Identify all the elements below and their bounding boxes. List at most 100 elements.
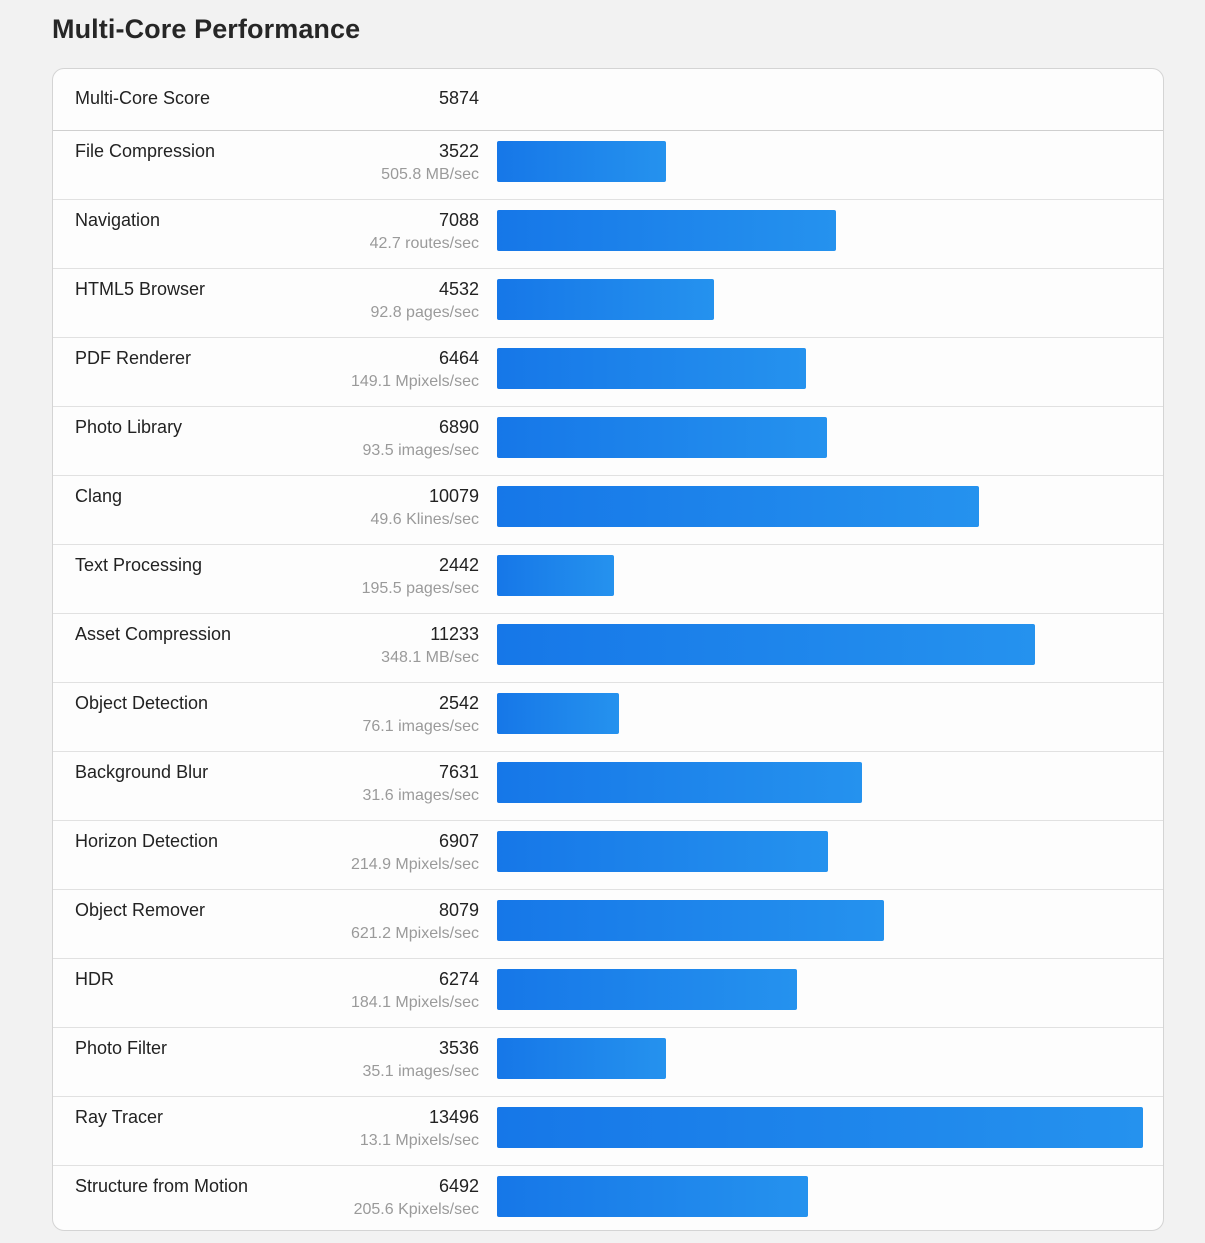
- benchmark-row-asset-compression: Asset Compression 11233 348.1 MB/sec: [53, 614, 1163, 683]
- benchmark-name: Structure from Motion: [75, 1176, 249, 1196]
- benchmark-name: File Compression: [75, 141, 216, 161]
- benchmark-row-file-compression: File Compression 3522 505.8 MB/sec: [53, 131, 1163, 200]
- benchmark-score: 6464: [438, 348, 479, 368]
- benchmark-row-background-blur: Background Blur 7631 31.6 images/sec: [53, 752, 1163, 821]
- benchmark-row-photo-filter: Photo Filter 3536 35.1 images/sec: [53, 1028, 1163, 1097]
- benchmark-score: 6890: [438, 417, 479, 437]
- benchmark-bar: [497, 210, 836, 251]
- benchmark-bar-track: [497, 279, 1143, 320]
- benchmark-bar-track: [497, 831, 1143, 872]
- benchmark-name: Text Processing: [75, 555, 203, 575]
- benchmark-score: 7088: [438, 210, 479, 230]
- benchmark-score: 11233: [430, 624, 479, 644]
- benchmark-bar: [497, 831, 828, 872]
- benchmark-bar-track: [497, 969, 1143, 1010]
- benchmark-row-object-remover: Object Remover 8079 621.2 Mpixels/sec: [53, 890, 1163, 959]
- benchmark-score: 6492: [438, 1176, 479, 1196]
- benchmark-bar-track: [497, 348, 1143, 389]
- benchmark-name: Photo Filter: [75, 1038, 168, 1058]
- benchmark-score: 8079: [438, 900, 479, 920]
- benchmark-bar: [497, 486, 979, 527]
- multi-core-score-value: 5874: [438, 88, 479, 108]
- benchmark-score: 7631: [438, 762, 479, 782]
- benchmark-row-clang: Clang 10079 49.6 Klines/sec: [53, 476, 1163, 545]
- benchmark-score: 4532: [438, 279, 479, 299]
- multi-core-results-card: Multi-Core Score 5874 File Compression 35…: [52, 68, 1164, 1231]
- benchmark-row-structure-from-motion: Structure from Motion 6492 205.6 Kpixels/s…: [53, 1166, 1163, 1230]
- benchmark-name: Object Detection: [75, 693, 209, 713]
- benchmark-bar: [497, 555, 614, 596]
- benchmark-row-text-processing: Text Processing 2442 195.5 pages/sec: [53, 545, 1163, 614]
- benchmark-bar: [497, 762, 862, 803]
- benchmark-score: 2442: [438, 555, 479, 575]
- benchmark-bar: [497, 1107, 1143, 1148]
- benchmark-list: File Compression 3522 505.8 MB/sec Navigati…: [53, 131, 1163, 1230]
- benchmark-name: Background Blur: [75, 762, 209, 782]
- benchmark-score: 13496: [428, 1107, 479, 1127]
- benchmark-score: 6907: [438, 831, 479, 851]
- benchmark-throughput: 348.1 MB/sec: [381, 649, 479, 666]
- page-title: Multi-Core Performance: [52, 14, 361, 44]
- benchmark-bar-track: [497, 693, 1143, 734]
- benchmark-bar: [497, 693, 619, 734]
- benchmark-throughput: 49.6 Klines/sec: [370, 511, 479, 528]
- benchmark-row-ray-tracer: Ray Tracer 13496 13.1 Mpixels/sec: [53, 1097, 1163, 1166]
- benchmark-score: 3522: [438, 141, 479, 161]
- benchmark-bar: [497, 1176, 808, 1217]
- benchmark-name: Horizon Detection: [75, 831, 219, 851]
- benchmark-throughput: 13.1 Mpixels/sec: [359, 1132, 479, 1149]
- benchmark-throughput: 31.6 images/sec: [362, 787, 479, 804]
- benchmark-throughput: 92.8 pages/sec: [370, 304, 479, 321]
- benchmark-bar: [497, 348, 806, 389]
- benchmark-throughput: 505.8 MB/sec: [381, 166, 479, 183]
- benchmark-bar: [497, 141, 666, 182]
- benchmark-bar-track: [497, 762, 1143, 803]
- benchmark-bar-track: [497, 624, 1143, 665]
- benchmark-bar-track: [497, 555, 1143, 596]
- benchmark-throughput: 184.1 Mpixels/sec: [350, 994, 479, 1011]
- benchmark-name: HDR: [75, 969, 114, 989]
- benchmark-throughput: 214.9 Mpixels/sec: [350, 856, 479, 873]
- benchmark-row-photo-library: Photo Library 6890 93.5 images/sec: [53, 407, 1163, 476]
- benchmark-bar-track: [497, 1176, 1143, 1217]
- benchmark-throughput: 195.5 pages/sec: [361, 580, 479, 597]
- benchmark-row-object-detection: Object Detection 2542 76.1 images/sec: [53, 683, 1163, 752]
- benchmark-bar: [497, 1038, 666, 1079]
- benchmark-name: HTML5 Browser: [75, 279, 206, 299]
- benchmark-bar: [497, 624, 1035, 665]
- benchmark-name: Photo Library: [75, 417, 183, 437]
- benchmark-throughput: 42.7 routes/sec: [369, 235, 479, 252]
- benchmark-name: Clang: [75, 486, 123, 506]
- benchmark-bar-track: [497, 900, 1143, 941]
- benchmark-row-navigation: Navigation 7088 42.7 routes/sec: [53, 200, 1163, 269]
- benchmark-score: 6274: [438, 969, 479, 989]
- benchmark-score: 3536: [438, 1038, 479, 1058]
- benchmark-bar-track: [497, 417, 1143, 458]
- benchmark-bar-track: [497, 1038, 1143, 1079]
- benchmark-bar: [497, 417, 827, 458]
- benchmark-row-html5-browser: HTML5 Browser 4532 92.8 pages/sec: [53, 269, 1163, 338]
- benchmark-score: 2542: [438, 693, 479, 713]
- multi-core-score-label: Multi-Core Score: [75, 88, 211, 108]
- benchmark-bar-track: [497, 141, 1143, 182]
- benchmark-bar-track: [497, 1107, 1143, 1148]
- benchmark-throughput: 93.5 images/sec: [362, 442, 479, 459]
- benchmark-row-pdf-renderer: PDF Renderer 6464 149.1 Mpixels/sec: [53, 338, 1163, 407]
- benchmark-bar-track: [497, 210, 1143, 251]
- benchmark-name: Asset Compression: [75, 624, 232, 644]
- benchmark-bar: [497, 279, 714, 320]
- benchmark-row-hdr: HDR 6274 184.1 Mpixels/sec: [53, 959, 1163, 1028]
- benchmark-bar-track: [497, 486, 1143, 527]
- benchmark-bar: [497, 900, 884, 941]
- benchmark-throughput: 76.1 images/sec: [362, 718, 479, 735]
- benchmark-bar: [497, 969, 797, 1010]
- benchmark-score: 10079: [428, 486, 479, 506]
- benchmark-throughput: 205.6 Kpixels/sec: [353, 1201, 479, 1218]
- benchmark-name: Navigation: [75, 210, 161, 230]
- benchmark-row-horizon-detection: Horizon Detection 6907 214.9 Mpixels/sec: [53, 821, 1163, 890]
- multi-core-score-row: Multi-Core Score 5874: [53, 69, 1163, 131]
- benchmark-throughput: 149.1 Mpixels/sec: [350, 373, 479, 390]
- benchmark-name: Object Remover: [75, 900, 206, 920]
- benchmark-name: Ray Tracer: [75, 1107, 164, 1127]
- benchmark-name: PDF Renderer: [75, 348, 192, 368]
